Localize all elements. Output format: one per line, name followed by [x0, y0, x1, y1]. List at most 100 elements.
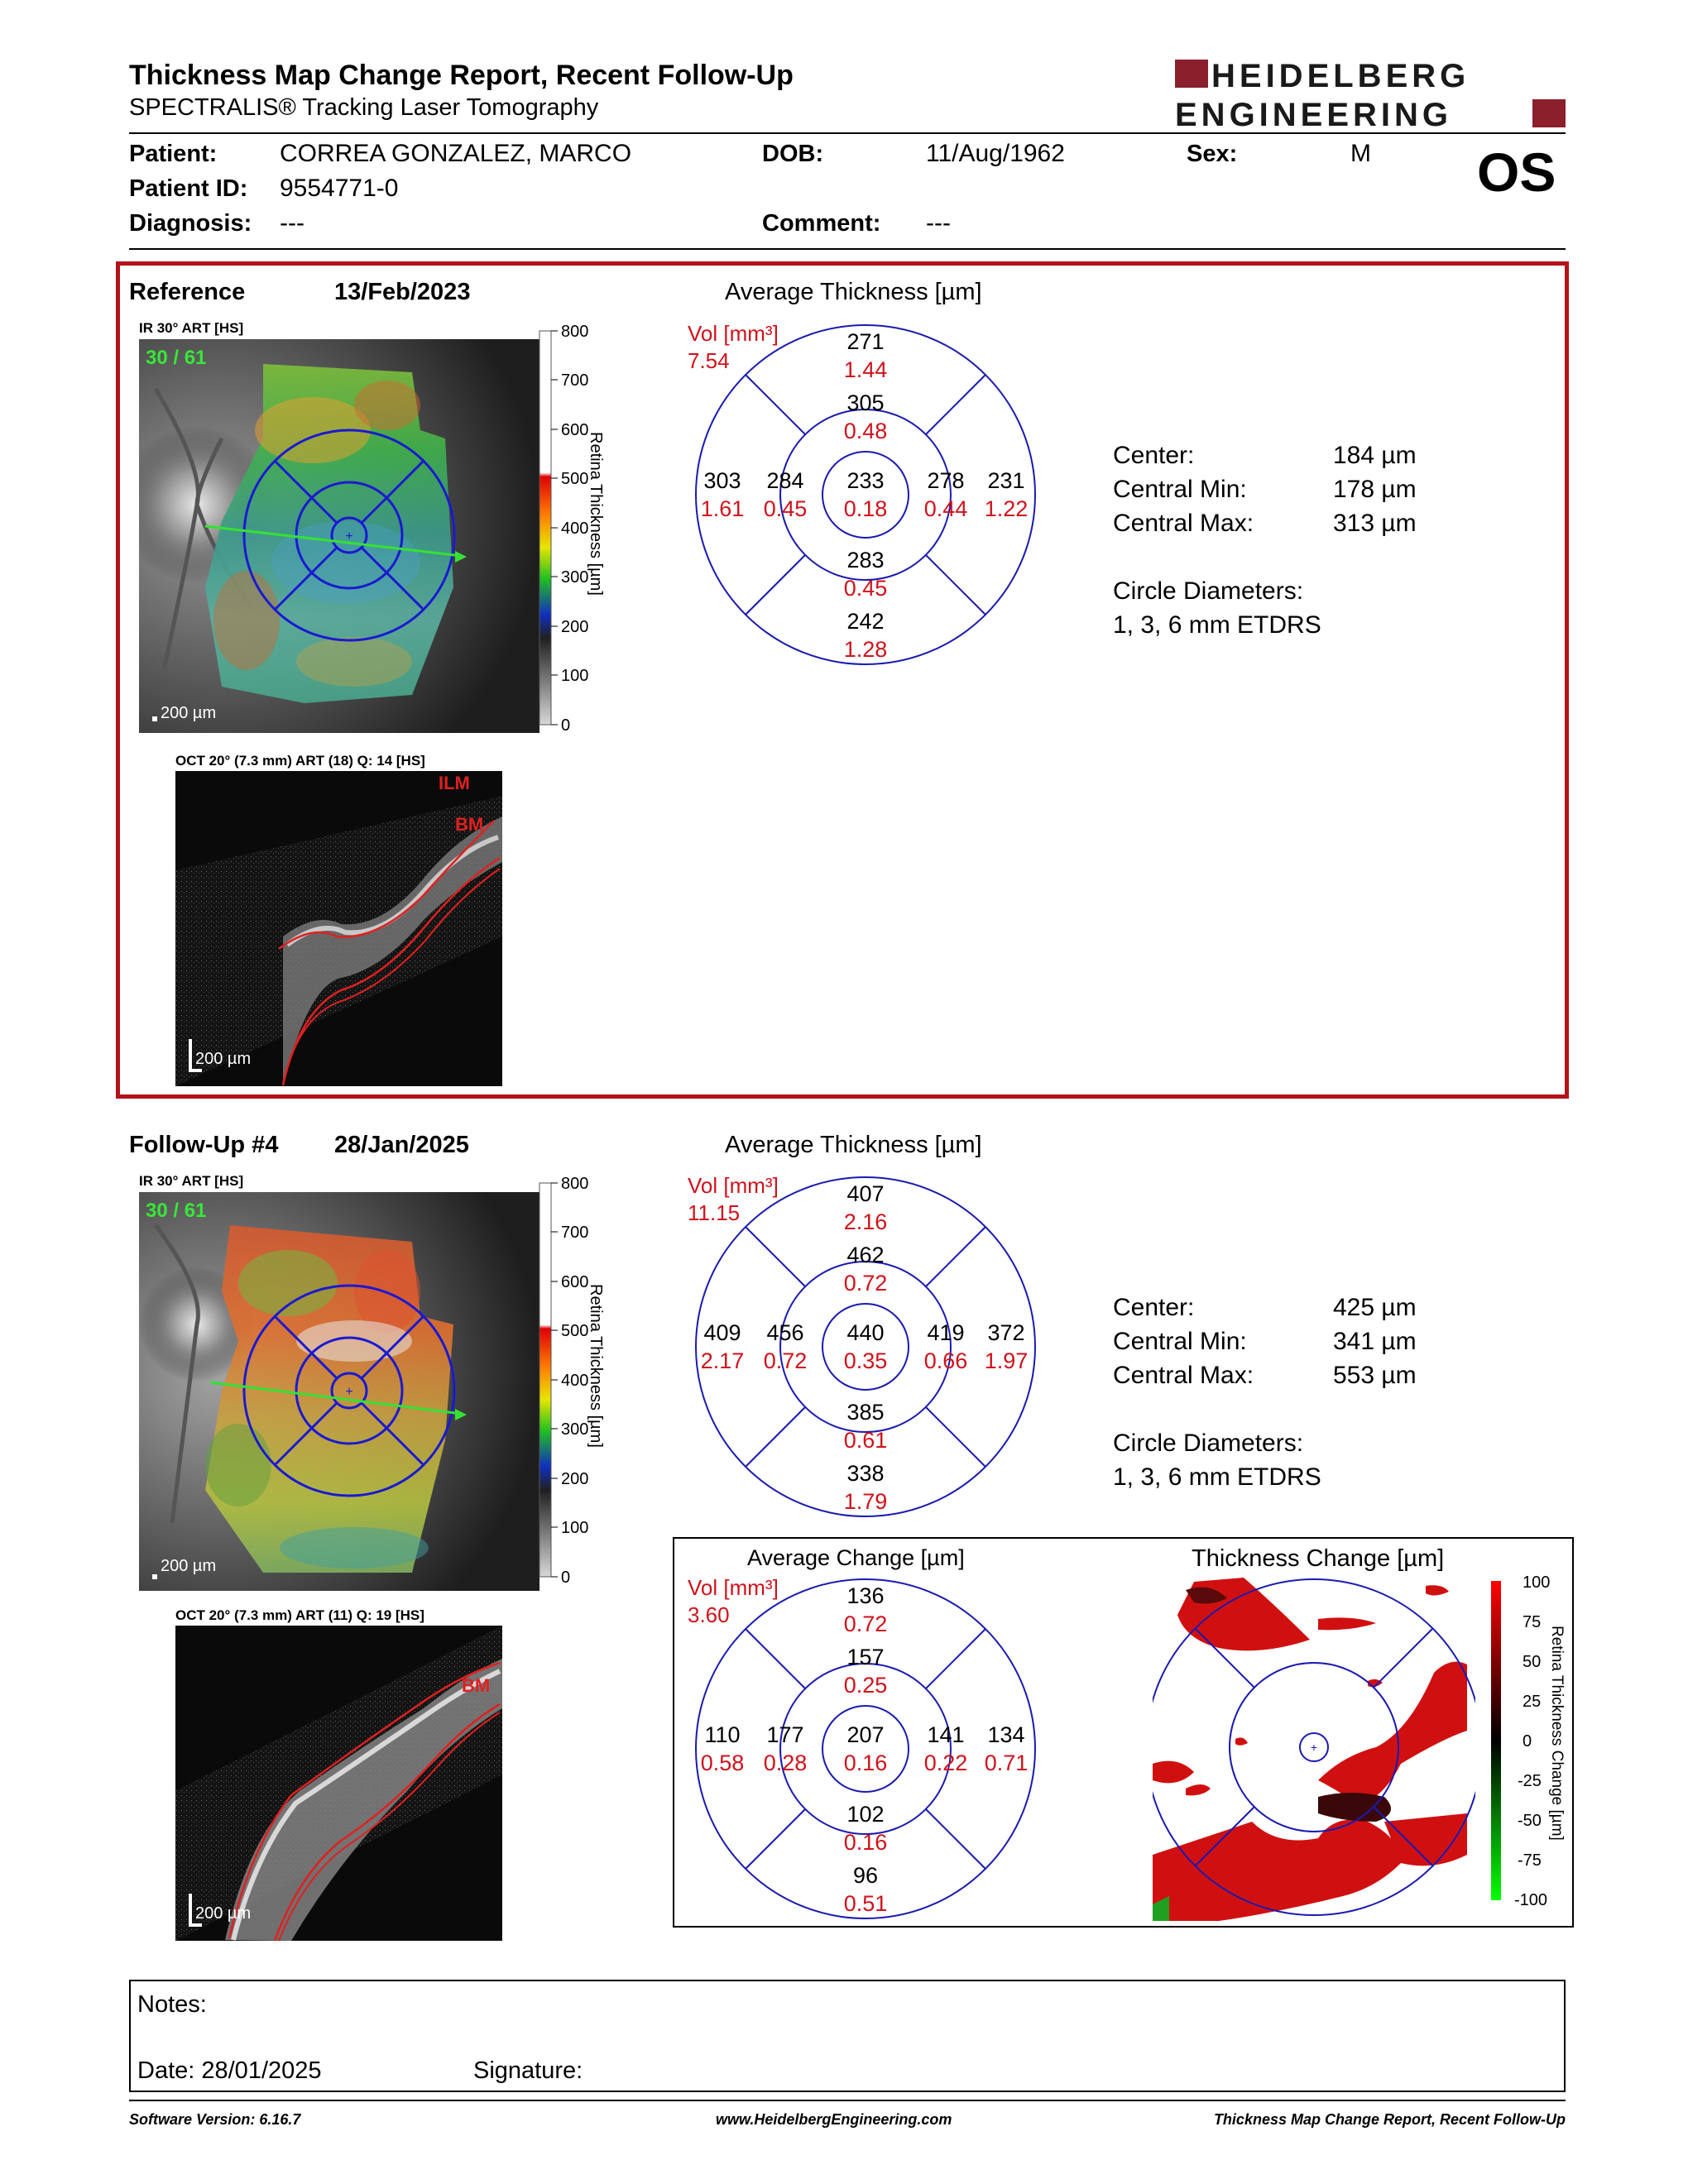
ref-cbar-tick: 300 [561, 568, 588, 587]
ref-oct-label: OCT 20° (7.3 mm) ART (18) Q: 14 [HS] [175, 753, 425, 769]
ref-center-value: 184 µm [1333, 442, 1417, 469]
ref-bm-label: BM [455, 814, 483, 835]
fu-thickness-colorbar: 800 700 600 500 400 300 200 100 0 Retina… [539, 1176, 605, 1587]
fu-max-label: Central Max: [1113, 1362, 1254, 1389]
fu-cbar-tick: 400 [561, 1372, 588, 1390]
patient-id: 9554771-0 [280, 175, 399, 202]
ref-oct-bscan: ILM BM 200 µm [175, 771, 502, 1086]
svg-text:+: + [345, 529, 352, 544]
chg-cbar-tick: 50 [1523, 1653, 1541, 1671]
sex-label: Sex: [1187, 141, 1238, 167]
ref-outer-bottom-thickness: 242 [846, 609, 884, 634]
fu-cbar-tick: 0 [561, 1569, 570, 1587]
ref-circle-diameters: Circle Diameters: 1, 3, 6 mm ETDRS [1113, 574, 1321, 642]
ref-cbar-tick: 800 [561, 324, 588, 341]
fu-inner-bottom-thickness: 385 [846, 1400, 884, 1425]
chg-cbar-tick: 25 [1523, 1693, 1541, 1711]
eye-laterality: OS [1477, 141, 1556, 203]
ref-outer-top-thickness: 271 [846, 329, 884, 354]
chg-outer-left-volume: 0.58 [701, 1751, 745, 1775]
ref-vol-total: 7.54 [688, 348, 730, 373]
fu-frame-counter: 30 / 61 [146, 1200, 206, 1222]
fu-outer-top-volume: 2.16 [844, 1209, 888, 1234]
ref-inner-bottom-thickness: 283 [846, 548, 884, 572]
change-avg-title: Average Change [µm] [747, 1545, 965, 1570]
chg-inner-left-thickness: 177 [766, 1722, 803, 1747]
footer-website[interactable]: www.HeidelbergEngineering.com [716, 2111, 952, 2128]
chg-inner-right-thickness: 141 [927, 1722, 964, 1747]
ref-stats-values: 184 µm 178 µm 313 µm [1333, 438, 1417, 540]
reference-date: 13/Feb/2023 [334, 279, 471, 305]
fu-outer-left-thickness: 409 [703, 1320, 741, 1345]
ref-outer-left-thickness: 303 [703, 468, 741, 493]
fu-inner-left-volume: 0.72 [764, 1348, 808, 1373]
fu-cbar-tick: 600 [561, 1273, 588, 1291]
fu-inner-top-volume: 0.72 [844, 1271, 888, 1296]
fu-cbar-tick: 300 [561, 1420, 588, 1439]
ref-avg-thickness-title: Average Thickness [µm] [725, 279, 982, 305]
ref-vol-label: Vol [mm³] [688, 321, 779, 346]
ref-cbar-tick: 200 [561, 618, 588, 636]
change-colorbar: 100 75 50 25 0 -25 -50 -75 -100 Retina T… [1491, 1576, 1566, 1909]
fu-avg-thickness-title: Average Thickness [µm] [725, 1132, 982, 1158]
svg-text:+: + [345, 1385, 352, 1399]
notes-box[interactable]: Notes: Date: 28/01/2025 Signature: [129, 1980, 1566, 2092]
fu-oct-bscan: BM 200 µm [175, 1626, 502, 1941]
ref-ir-scale: 200 µm [161, 704, 216, 722]
fu-outer-bottom-thickness: 338 [846, 1461, 884, 1486]
chg-cbar-tick: 100 [1523, 1576, 1550, 1592]
chg-center-thickness: 207 [846, 1722, 884, 1747]
notes-label: Notes: [137, 1991, 207, 2018]
svg-text:+: + [1311, 1741, 1317, 1754]
fu-bm-label: BM [462, 1675, 490, 1696]
chg-inner-top-thickness: 157 [846, 1645, 884, 1669]
svg-text:ENGINEERING: ENGINEERING [1175, 97, 1452, 131]
footer-software-version: Software Version: 6.16.7 [129, 2111, 301, 2128]
fu-oct-scale: 200 µm [195, 1904, 251, 1923]
ref-min-value: 178 µm [1333, 476, 1417, 503]
heidelberg-logo: HEIDELBERG ENGINEERING [1175, 58, 1566, 131]
chg-inner-left-volume: 0.28 [764, 1751, 808, 1775]
ref-etdrs-grid: 271 1.44 305 0.48 303 1.61 284 0.45 233 … [695, 324, 1036, 665]
ref-fundus-image: + 30 / 61 200 µm [139, 339, 539, 733]
fu-outer-bottom-volume: 1.79 [844, 1489, 888, 1514]
change-vol-label: Vol [mm³] [688, 1575, 779, 1600]
fu-center-volume: 0.35 [844, 1348, 888, 1373]
ref-inner-left-thickness: 284 [766, 468, 803, 493]
svg-text:HEIDELBERG: HEIDELBERG [1211, 58, 1470, 94]
ref-cbar-tick: 700 [561, 371, 588, 390]
dob-value: 11/Aug/1962 [926, 140, 1065, 167]
fu-inner-right-thickness: 419 [927, 1320, 964, 1345]
ref-cbar-tick: 0 [561, 716, 570, 735]
fu-inner-right-volume: 0.66 [924, 1348, 968, 1373]
ref-max-label: Central Max: [1113, 510, 1254, 537]
chg-cbar-tick: 0 [1523, 1732, 1532, 1751]
ref-inner-bottom-volume: 0.45 [844, 576, 888, 601]
fu-stats-values: 425 µm 341 µm 553 µm [1333, 1291, 1417, 1392]
footer-rule [129, 2100, 1566, 2101]
sex-value: M [1350, 140, 1371, 167]
fu-diam-value: 1, 3, 6 mm ETDRS [1113, 1463, 1321, 1491]
report-subtitle: SPECTRALIS® Tracking Laser Tomography [129, 94, 599, 121]
chg-outer-bottom-thickness: 96 [853, 1863, 878, 1888]
fu-max-value: 553 µm [1333, 1362, 1417, 1389]
patient-rule [129, 248, 1566, 250]
chg-cbar-tick: -100 [1514, 1891, 1547, 1909]
ref-thickness-colorbar: 800 700 600 500 400 300 200 100 0 Retina… [539, 324, 605, 735]
fu-fundus-image: + 30 / 61 200 µm [139, 1192, 539, 1591]
fu-diam-label: Circle Diameters: [1113, 1430, 1304, 1457]
chg-cbar-tick: 75 [1523, 1613, 1541, 1631]
fu-ir-scale: 200 µm [161, 1557, 216, 1575]
fu-vol-total: 11.15 [688, 1200, 741, 1225]
chg-cbar-tick: -25 [1518, 1772, 1542, 1790]
reference-panel [116, 261, 1569, 1099]
ref-stats-labels: Center: Central Min: Central Max: [1113, 438, 1254, 540]
fu-cbar-tick: 500 [561, 1322, 588, 1340]
ref-cbar-tick: 400 [561, 520, 588, 538]
patient-id-label: Patient ID: [129, 175, 248, 202]
chg-outer-bottom-volume: 0.51 [844, 1891, 888, 1916]
ref-center-thickness: 233 [846, 468, 884, 493]
signature-label: Signature: [473, 2057, 583, 2084]
thickness-change-map: + [1153, 1578, 1475, 1921]
ref-center-volume: 0.18 [844, 496, 888, 521]
